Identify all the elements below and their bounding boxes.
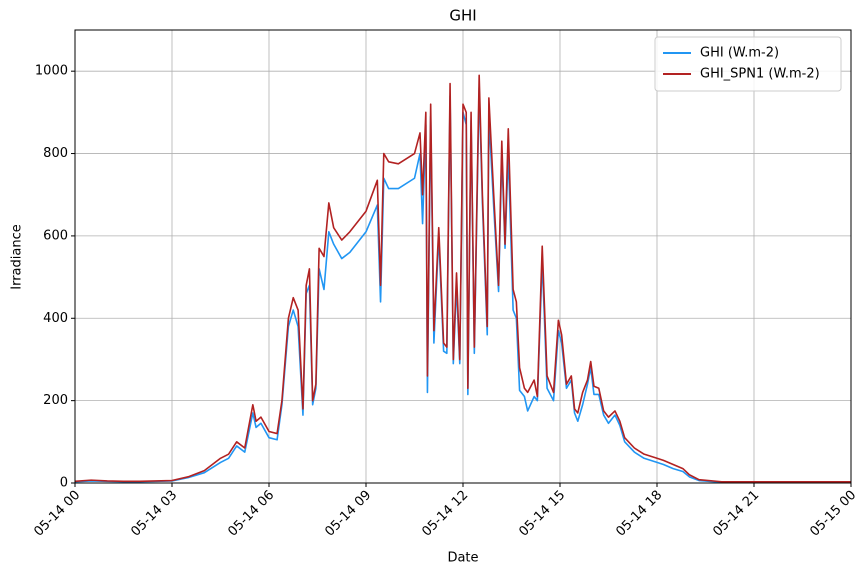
x-tick-label: 05-14 21 <box>710 488 762 540</box>
x-tick-label: 05-14 09 <box>322 488 374 540</box>
y-tick-label: 1000 <box>35 64 68 79</box>
plot-frame <box>74 29 852 484</box>
x-tick-label: 05-14 12 <box>419 488 471 540</box>
legend-label: GHI (W.m-2) <box>700 46 779 61</box>
x-tick-label: 05-14 03 <box>128 488 180 540</box>
y-tick-label: 0 <box>60 476 68 491</box>
series-line <box>74 74 851 483</box>
x-axis-label: Date <box>447 551 478 566</box>
x-tick-label: 05-14 06 <box>225 488 277 540</box>
y-tick-label: 400 <box>43 311 68 326</box>
x-tick-label: 05-14 00 <box>31 488 83 540</box>
chart-title: GHI <box>449 7 476 25</box>
y-tick-label: 600 <box>43 228 68 243</box>
y-tick-label: 800 <box>43 146 68 161</box>
y-axis-label: Irradiance <box>10 224 25 289</box>
x-tick-label: 05-14 15 <box>516 488 568 540</box>
x-tick-label: 05-15 00 <box>807 488 859 540</box>
x-tick-label: 05-14 18 <box>613 488 665 540</box>
legend-label: GHI_SPN1 (W.m-2) <box>700 67 820 82</box>
legend-box <box>654 36 842 92</box>
y-tick-label: 200 <box>43 393 68 408</box>
